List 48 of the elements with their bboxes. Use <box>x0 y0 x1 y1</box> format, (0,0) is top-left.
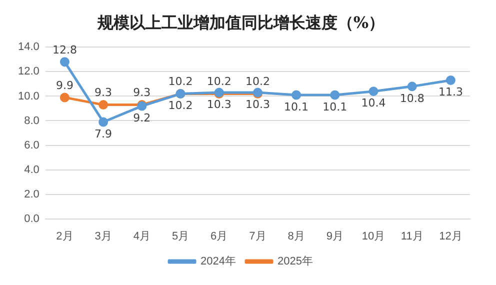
data-label: 10.2 <box>245 75 270 88</box>
point <box>330 90 340 100</box>
y-tick-label: 4.0 <box>24 164 40 176</box>
y-tick-label: 14.0 <box>18 41 40 54</box>
x-tick-label: 7月 <box>249 230 266 242</box>
x-tick-label: 10月 <box>362 230 386 242</box>
data-label: 10.3 <box>245 98 270 111</box>
data-label: 9.9 <box>56 78 74 92</box>
legend-label: 2024年 <box>200 256 236 268</box>
data-label: 10.8 <box>400 92 424 105</box>
y-tick-label: 8.0 <box>24 114 40 127</box>
data-label: 10.3 <box>206 98 232 111</box>
y-tick-label: 2.0 <box>24 188 40 200</box>
data-label: 7.9 <box>94 127 112 140</box>
chart-title: 规模以上工业增加值同比增长速度（%） <box>96 12 385 32</box>
data-label: 9.3 <box>133 86 151 100</box>
point <box>368 86 378 96</box>
data-label: 10.2 <box>206 75 232 88</box>
x-tick-label: 5月 <box>172 230 190 242</box>
x-tick-label: 9月 <box>326 230 344 242</box>
data-label: 9.3 <box>94 86 112 100</box>
data-label: 9.2 <box>133 111 151 124</box>
data-label: 10.2 <box>168 75 193 88</box>
y-tick-label: 0.0 <box>24 212 40 225</box>
x-tick-label: 6月 <box>210 230 228 242</box>
legend-label: 2025年 <box>278 256 313 268</box>
x-tick-label: 11月 <box>400 230 424 242</box>
point <box>60 57 70 67</box>
x-tick-label: 8月 <box>288 230 305 242</box>
x-tick-label: 3月 <box>94 230 112 242</box>
y-tick-label: 10.0 <box>18 90 40 102</box>
data-label: 10.1 <box>322 100 348 114</box>
point <box>292 90 302 100</box>
x-tick-label: 4月 <box>133 230 150 242</box>
data-label: 12.8 <box>52 43 77 56</box>
data-label: 10.4 <box>361 96 386 110</box>
data-label: 11.3 <box>438 86 463 99</box>
point <box>446 76 456 86</box>
y-tick-label: 12.0 <box>18 66 40 78</box>
x-tick-label: 2月 <box>56 230 74 242</box>
point <box>98 100 108 110</box>
data-label: 10.1 <box>284 100 309 114</box>
point <box>60 92 70 102</box>
y-tick-label: 6.0 <box>24 139 40 152</box>
point <box>98 117 108 127</box>
x-tick-label: 12月 <box>439 230 462 242</box>
point <box>407 82 417 92</box>
data-label: 10.2 <box>168 99 193 112</box>
